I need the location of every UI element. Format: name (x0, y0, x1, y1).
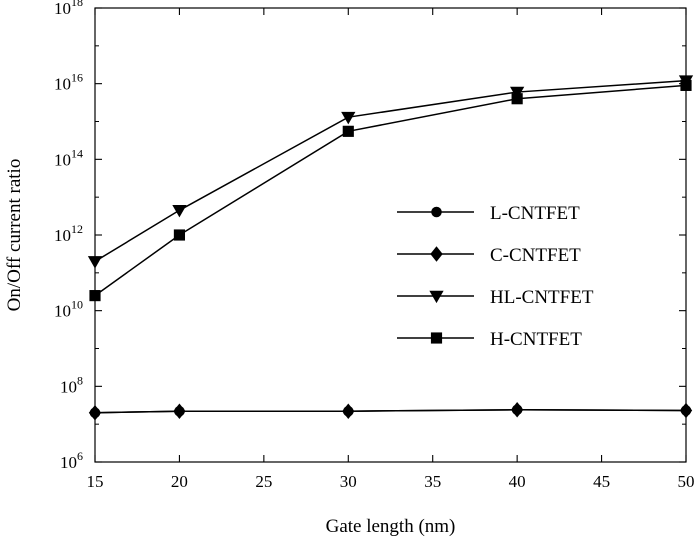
x-tick-label: 20 (171, 472, 188, 491)
marker-circle (431, 206, 442, 218)
legend-item-h-cntfet: H-CNTFET (397, 329, 582, 350)
marker-square (89, 290, 101, 302)
marker-diamond (88, 405, 102, 421)
x-tick-label: 40 (509, 472, 526, 491)
legend-label-c-cntfet: C-CNTFET (490, 245, 581, 266)
marker-triangle-down (172, 205, 187, 218)
marker-diamond (430, 246, 443, 262)
y-tick-label: 108 (60, 373, 83, 396)
x-axis-label: Gate length (nm) (326, 516, 456, 537)
legend: L-CNTFET C-CNTFET HL-CNTFET H-CNTFET (397, 203, 594, 350)
tick-labels: 15 20 25 30 35 40 45 50 106 108 1010 1012 1014 1016 10… (54, 0, 695, 491)
marker-square (680, 79, 692, 91)
marker-diamond (342, 403, 355, 419)
x-tick-label: 15 (87, 472, 104, 491)
series-layer (87, 75, 694, 421)
y-tick-label: 1018 (54, 0, 83, 18)
marker-triangle-down (429, 290, 444, 304)
x-tick-label: 25 (255, 472, 272, 491)
marker-square (430, 332, 443, 344)
legend-item-c-cntfet: C-CNTFET (397, 245, 581, 266)
marker-square (173, 229, 186, 241)
axis-ticks (94, 7, 687, 463)
legend-label-hl-cntfet: HL-CNTFET (490, 287, 594, 308)
marker-diamond (679, 402, 693, 419)
legend-label-h-cntfet: H-CNTFET (490, 329, 582, 350)
legend-item-l-cntfet: L-CNTFET (397, 203, 580, 224)
x-tick-label: 50 (678, 472, 695, 491)
y-axis-label: On/Off current ratio (4, 159, 25, 312)
x-tick-label: 35 (424, 472, 441, 491)
y-tick-label: 106 (60, 449, 83, 472)
series-c-cntfet (88, 402, 693, 421)
y-tick-label: 1010 (54, 298, 83, 321)
marker-square (511, 93, 523, 105)
marker-triangle-down (510, 86, 525, 100)
marker-diamond (510, 402, 524, 418)
marker-triangle-down (341, 111, 356, 125)
x-tick-label: 30 (340, 472, 357, 491)
y-tick-label: 1016 (54, 71, 83, 94)
y-tick-label: 1012 (54, 222, 83, 245)
legend-label-l-cntfet: L-CNTFET (490, 203, 580, 224)
series-h-cntfet (89, 79, 692, 302)
marker-diamond (173, 403, 186, 419)
marker-square (342, 125, 354, 137)
y-tick-label: 1014 (54, 146, 83, 169)
x-tick-label: 45 (593, 472, 610, 491)
series-hl-cntfet (87, 75, 694, 269)
marker-triangle-down (87, 256, 103, 269)
legend-item-hl-cntfet: HL-CNTFET (397, 287, 594, 308)
series-line-h-cntfet (94, 84, 687, 297)
